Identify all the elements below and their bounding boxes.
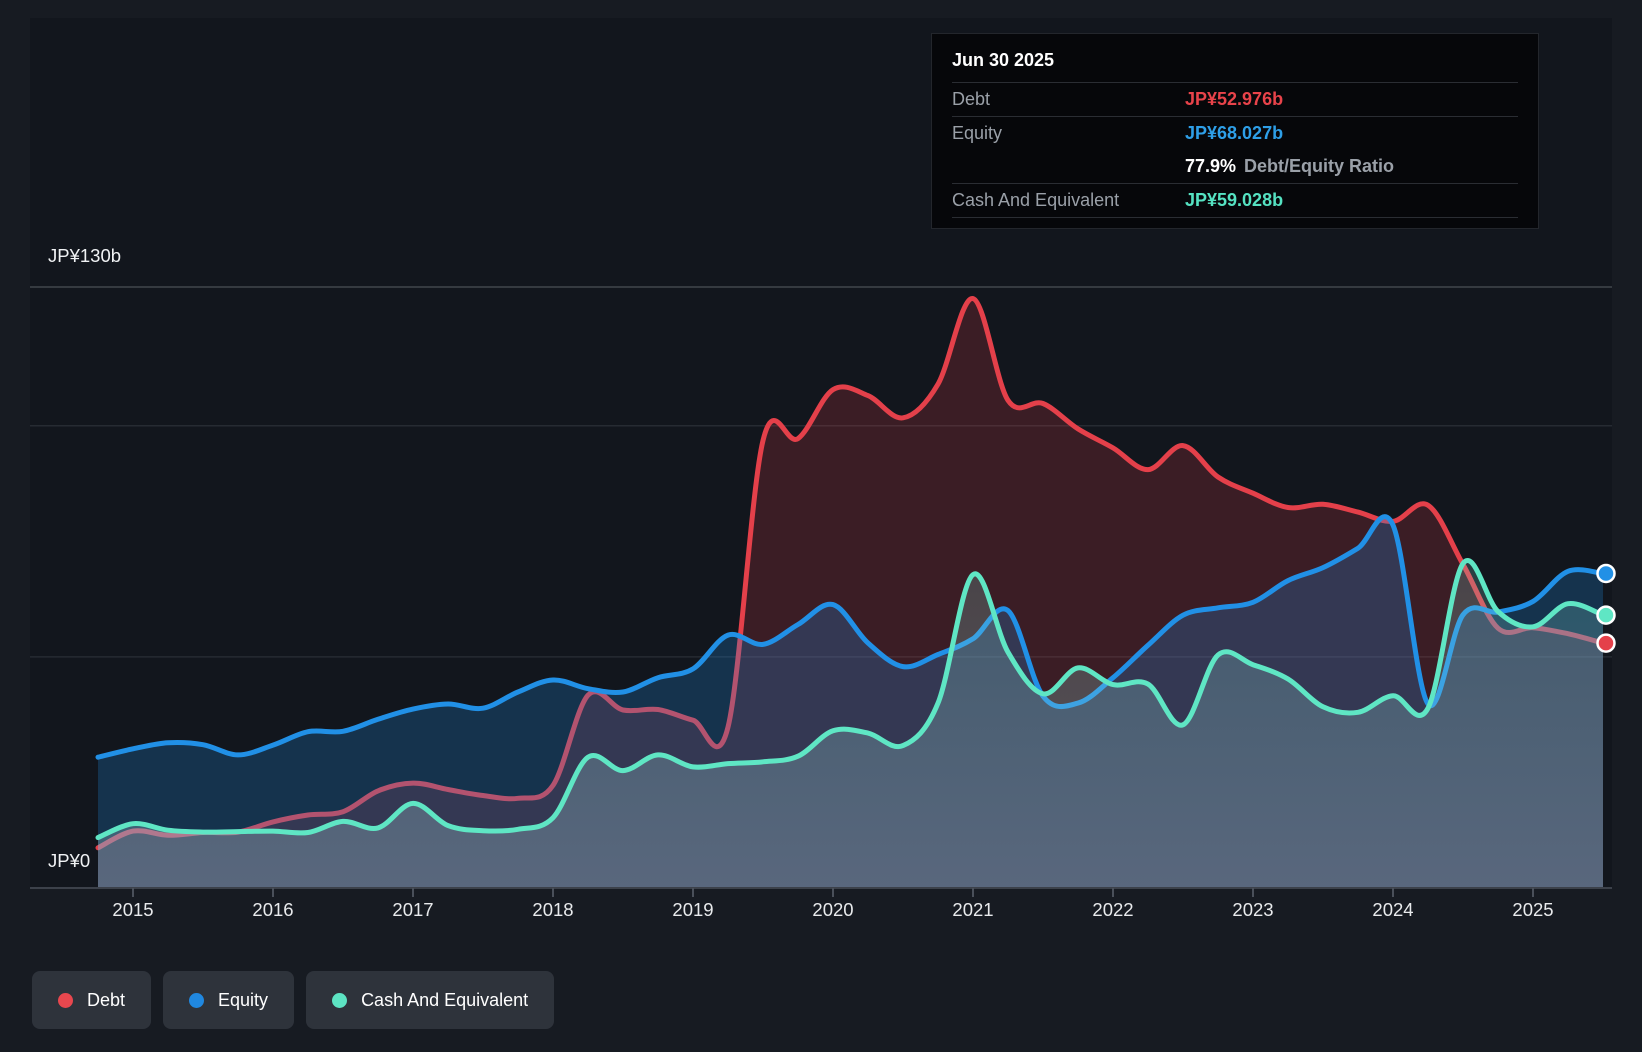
tooltip-date: Jun 30 2025 xyxy=(952,38,1518,83)
x-axis-label-2016: 2016 xyxy=(252,899,293,920)
tooltip-debt-label: Debt xyxy=(952,89,991,109)
legend-debt-label: Debt xyxy=(87,989,126,1010)
legend-item-cash[interactable]: Cash And Equivalent xyxy=(306,971,555,1029)
tooltip-row-equity: Equity JP¥68.027b xyxy=(952,117,1518,150)
x-axis-label-2024: 2024 xyxy=(1372,899,1413,920)
tooltip-row-debt: Debt JP¥52.976b xyxy=(952,83,1518,117)
x-axis-label-2018: 2018 xyxy=(532,899,573,920)
tooltip-row-ratio: 77.9% Debt/Equity Ratio xyxy=(952,150,1518,184)
tooltip-ratio-value: 77.9% xyxy=(1185,156,1237,176)
endpoint-dot-cash-and-equivalent[interactable] xyxy=(1596,605,1616,625)
x-axis-label-2021: 2021 xyxy=(952,899,993,920)
x-axis-label-2019: 2019 xyxy=(672,899,713,920)
tooltip-cash-value: JP¥59.028b xyxy=(1185,190,1284,210)
y-axis-label-130: JP¥130b xyxy=(48,245,121,266)
cash-dot-icon xyxy=(332,992,348,1008)
cash-and-equivalent-area xyxy=(98,560,1603,888)
y-axis-label-0: JP¥0 xyxy=(48,850,90,871)
legend-item-equity[interactable]: Equity xyxy=(163,971,295,1029)
equity-line xyxy=(95,514,1606,760)
tooltip-debt-value: JP¥52.976b xyxy=(1185,89,1284,109)
x-axis-label-2020: 2020 xyxy=(812,899,853,920)
legend-item-debt[interactable]: Debt xyxy=(32,971,152,1029)
tooltip-equity-value: JP¥68.027b xyxy=(1185,123,1284,143)
tooltip-cash-label: Cash And Equivalent xyxy=(952,190,1120,210)
tooltip-ratio-label: Debt/Equity Ratio xyxy=(1244,156,1395,176)
x-axis-label-2023: 2023 xyxy=(1232,899,1273,920)
x-axis-label-2022: 2022 xyxy=(1092,899,1133,920)
legend: Debt Equity Cash And Equivalent xyxy=(32,971,555,1029)
legend-cash-label: Cash And Equivalent xyxy=(361,989,529,1010)
debt-dot-icon xyxy=(58,992,73,1008)
x-axis-label-2025: 2025 xyxy=(1512,899,1553,920)
tooltip-equity-label: Equity xyxy=(952,123,1003,143)
cash-and-equivalent-line xyxy=(95,558,1606,841)
debt-line xyxy=(95,296,1606,851)
endpoint-dot-equity[interactable] xyxy=(1596,563,1616,584)
tooltip-ratio: 77.9% Debt/Equity Ratio xyxy=(1185,156,1394,177)
equity-dot-icon xyxy=(189,992,205,1008)
legend-equity-label: Equity xyxy=(218,989,269,1010)
x-axis-label-2015: 2015 xyxy=(112,899,153,920)
x-axis-label-2017: 2017 xyxy=(392,899,433,920)
endpoint-dot-debt[interactable] xyxy=(1596,633,1616,653)
tooltip-row-cash: Cash And Equivalent JP¥59.028b xyxy=(952,184,1518,218)
tooltip: Jun 30 2025 Debt JP¥52.976b Equity JP¥68… xyxy=(931,33,1539,229)
